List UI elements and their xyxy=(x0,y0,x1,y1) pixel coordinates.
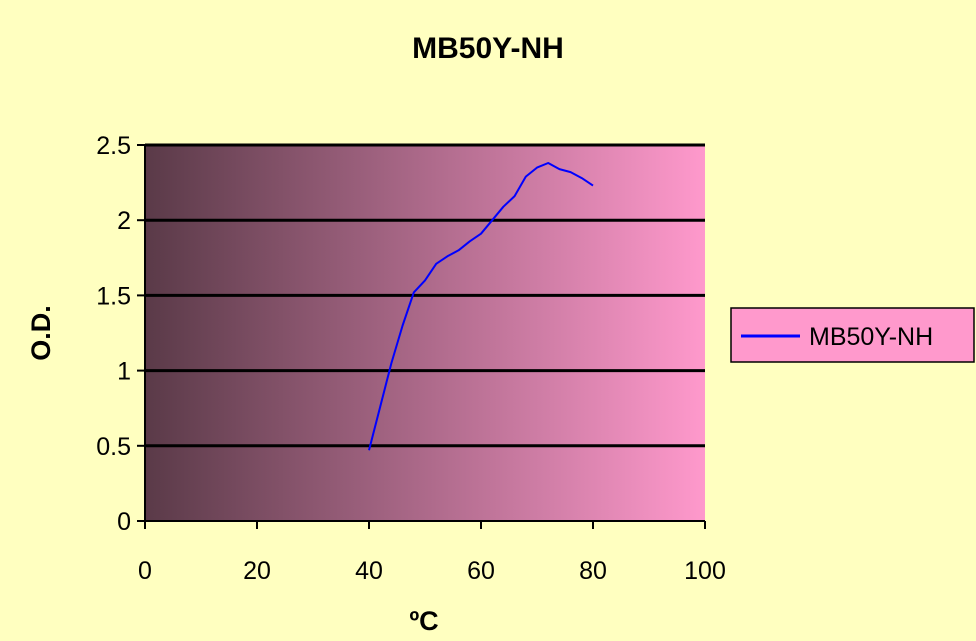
x-tick-label-3: 60 xyxy=(467,557,495,585)
y-tick-label-2: 1 xyxy=(117,358,131,386)
x-tick-label-4: 80 xyxy=(579,557,607,585)
series-group xyxy=(368,162,594,451)
y-tick-label-1: 0.5 xyxy=(96,433,131,461)
y-tick-label-0: 0 xyxy=(117,508,131,536)
x-tick-label-2: 40 xyxy=(355,557,383,585)
y-axis-ticks: 0 0.5 1 1.5 2 2.5 xyxy=(96,132,145,536)
x-axis-title: ºC xyxy=(409,606,438,636)
y-tick-label-5: 2.5 xyxy=(96,132,131,160)
x-tick-label-5: 100 xyxy=(684,557,726,585)
legend-label-mb50y-nh: MB50Y-NH xyxy=(809,323,933,351)
plot-area xyxy=(145,145,705,521)
series-line-0 xyxy=(368,162,594,451)
y-tick-label-4: 2 xyxy=(117,207,131,235)
chart-title: MB50Y-NH xyxy=(412,32,564,65)
x-axis-ticks: 0 20 40 60 80 100 xyxy=(138,521,726,585)
x-tick-label-0: 0 xyxy=(138,557,152,585)
grid-lines xyxy=(145,143,705,448)
legend: MB50Y-NH xyxy=(730,307,975,363)
x-tick-label-1: 20 xyxy=(243,557,271,585)
y-tick-label-3: 1.5 xyxy=(96,282,131,310)
axes xyxy=(144,145,705,522)
y-axis-title: O.D. xyxy=(26,305,56,361)
